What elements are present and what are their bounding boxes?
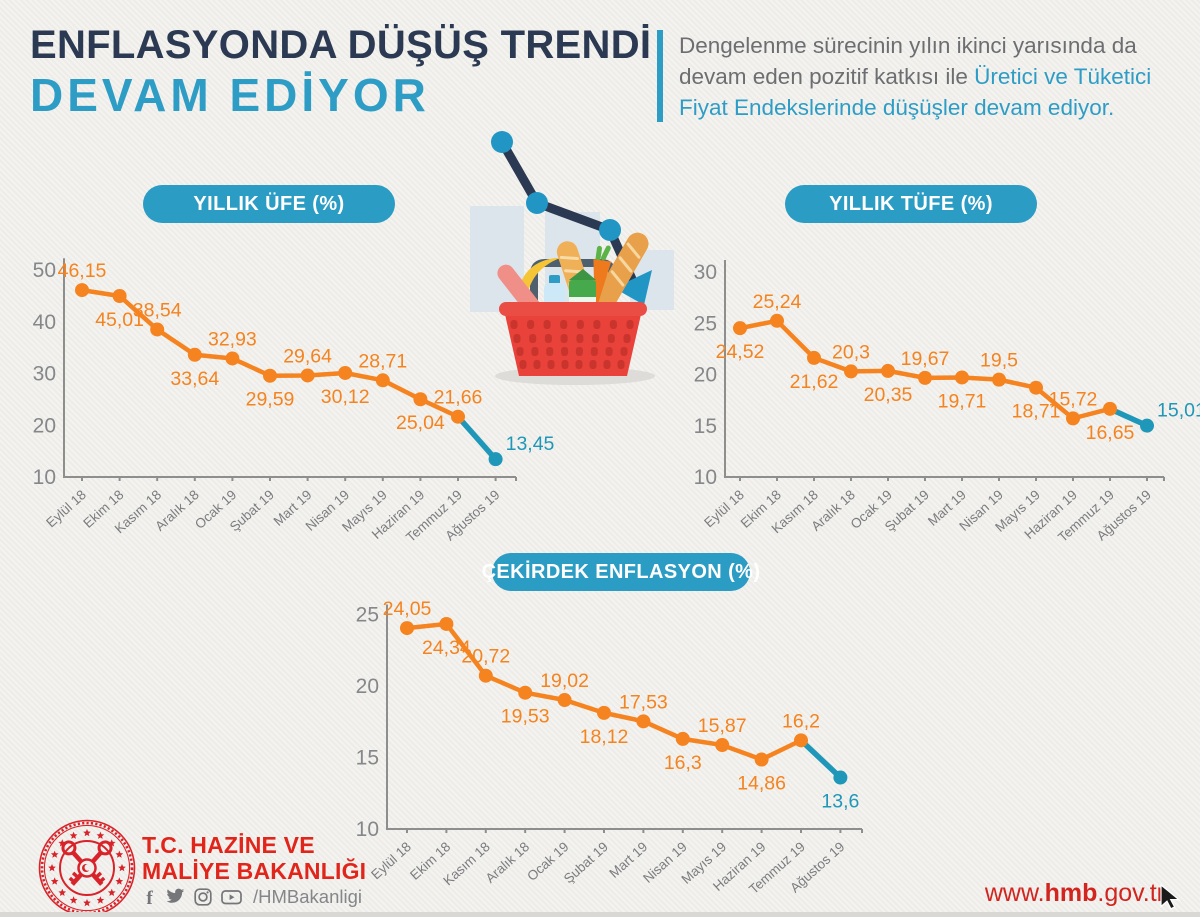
- svg-text:20: 20: [356, 675, 379, 698]
- svg-text:15,01: 15,01: [1157, 400, 1200, 422]
- svg-text:15: 15: [694, 415, 717, 438]
- intro-line3-teal: Fiyat Endekslerinde düşüşler devam ediyo…: [679, 95, 1115, 120]
- svg-text:Eylül 18: Eylül 18: [43, 487, 89, 530]
- svg-text:24,52: 24,52: [716, 341, 765, 363]
- svg-text:20: 20: [694, 364, 717, 387]
- svg-text:Eylül 18: Eylül 18: [368, 839, 414, 882]
- svg-text:24,34: 24,34: [422, 637, 471, 659]
- svg-text:20,3: 20,3: [832, 341, 870, 363]
- svg-text:Şubat 19: Şubat 19: [561, 839, 611, 886]
- svg-text:13,6: 13,6: [821, 791, 859, 813]
- svg-text:19,02: 19,02: [540, 670, 589, 692]
- chart-title-yillik-ufe: YILLIK ÜFE (%): [143, 185, 395, 223]
- svg-text:16,3: 16,3: [664, 752, 702, 774]
- website-bold: hmb: [1044, 879, 1098, 907]
- svg-text:29,64: 29,64: [283, 345, 332, 367]
- social-handle[interactable]: /HMBakanligi: [253, 886, 362, 907]
- svg-text:45,01: 45,01: [95, 309, 144, 331]
- svg-text:17,53: 17,53: [619, 691, 668, 713]
- header-title-block: ENFLASYONDA DÜŞÜŞ TRENDİ DEVAM EDİYOR: [30, 24, 651, 118]
- intro-line2-gray: devam eden pozitif katkısı ile: [679, 64, 975, 89]
- svg-text:19,71: 19,71: [938, 390, 987, 412]
- svg-text:25,24: 25,24: [753, 291, 802, 313]
- svg-text:40: 40: [33, 311, 56, 334]
- facebook-icon[interactable]: f: [143, 888, 156, 907]
- bottom-edge: [0, 912, 1200, 917]
- ministry-name-line1: T.C. HAZİNE VE: [142, 832, 315, 858]
- svg-text:33,64: 33,64: [170, 368, 219, 390]
- svg-text:25,04: 25,04: [396, 412, 445, 434]
- svg-text:29,59: 29,59: [246, 389, 295, 411]
- svg-text:10: 10: [356, 818, 379, 841]
- svg-text:20,72: 20,72: [461, 646, 510, 668]
- social-row: f /HMBakanligi: [143, 886, 362, 908]
- svg-text:20,35: 20,35: [864, 384, 913, 406]
- svg-text:10: 10: [694, 466, 717, 489]
- mouse-cursor-icon: [1160, 884, 1181, 910]
- ministry-name: T.C. HAZİNE VE MALİYE BAKANLIĞI: [142, 832, 366, 884]
- svg-text:18,71: 18,71: [1012, 401, 1061, 423]
- svg-text:16,2: 16,2: [782, 710, 820, 732]
- intro-line1: Dengelenme sürecinin yılın ikinci yarısı…: [679, 33, 1137, 58]
- intro-paragraph: Dengelenme sürecinin yılın ikinci yarısı…: [657, 30, 1177, 123]
- svg-text:38,54: 38,54: [133, 299, 182, 321]
- svg-text:16,65: 16,65: [1086, 422, 1135, 444]
- svg-text:21,62: 21,62: [790, 371, 839, 393]
- svg-text:21,66: 21,66: [434, 387, 483, 409]
- twitter-icon[interactable]: [165, 888, 185, 906]
- grocery-basket-icon: [495, 232, 655, 385]
- website-suffix: .gov.tr: [1097, 879, 1165, 907]
- page-title: ENFLASYONDA DÜŞÜŞ TRENDİ: [30, 23, 652, 67]
- svg-text:19,5: 19,5: [980, 350, 1018, 372]
- svg-text:30,12: 30,12: [321, 386, 370, 408]
- chart-title-yillik-tufe: YILLIK TÜFE (%): [785, 185, 1037, 223]
- svg-text:32,93: 32,93: [208, 328, 257, 350]
- svg-text:28,71: 28,71: [358, 350, 407, 372]
- svg-text:13,45: 13,45: [506, 433, 555, 455]
- accent-bar: [657, 30, 663, 122]
- svg-text:Aralık 18: Aralık 18: [483, 839, 533, 886]
- intro-text: Dengelenme sürecinin yılın ikinci yarısı…: [679, 30, 1151, 123]
- website-link[interactable]: www.hmb.gov.tr: [920, 879, 1165, 908]
- svg-text:25: 25: [694, 312, 717, 335]
- svg-text:14,86: 14,86: [737, 773, 786, 795]
- svg-text:30: 30: [33, 363, 56, 386]
- ministry-seal: [38, 819, 136, 917]
- website-prefix: www.: [984, 879, 1045, 907]
- svg-text:19,53: 19,53: [501, 706, 550, 728]
- svg-text:18,12: 18,12: [580, 726, 629, 748]
- svg-text:15,87: 15,87: [698, 715, 747, 737]
- svg-text:25: 25: [356, 604, 379, 627]
- svg-text:46,15: 46,15: [58, 260, 107, 282]
- svg-text:19,67: 19,67: [901, 348, 950, 370]
- svg-text:15,72: 15,72: [1049, 388, 1098, 410]
- basket-holes: [510, 320, 634, 369]
- svg-text:20: 20: [33, 414, 56, 437]
- svg-text:15: 15: [356, 747, 379, 770]
- svg-text:50: 50: [33, 259, 56, 282]
- intro-line2-teal: Üretici ve Tüketici: [974, 64, 1152, 89]
- ministry-name-line2: MALİYE BAKANLIĞI: [142, 858, 367, 884]
- svg-text:f: f: [146, 888, 153, 907]
- falling-chart-basket-illustration: [470, 131, 674, 385]
- youtube-icon[interactable]: [221, 888, 242, 906]
- svg-text:10: 10: [33, 466, 56, 489]
- svg-text:24,05: 24,05: [383, 598, 432, 620]
- instagram-icon[interactable]: [194, 888, 212, 906]
- chart-title-cekirdek-enflasyon: ÇEKİRDEK ENFLASYON (%): [482, 553, 760, 591]
- svg-text:30: 30: [694, 261, 717, 284]
- page-subtitle: DEVAM EDİYOR: [30, 69, 430, 121]
